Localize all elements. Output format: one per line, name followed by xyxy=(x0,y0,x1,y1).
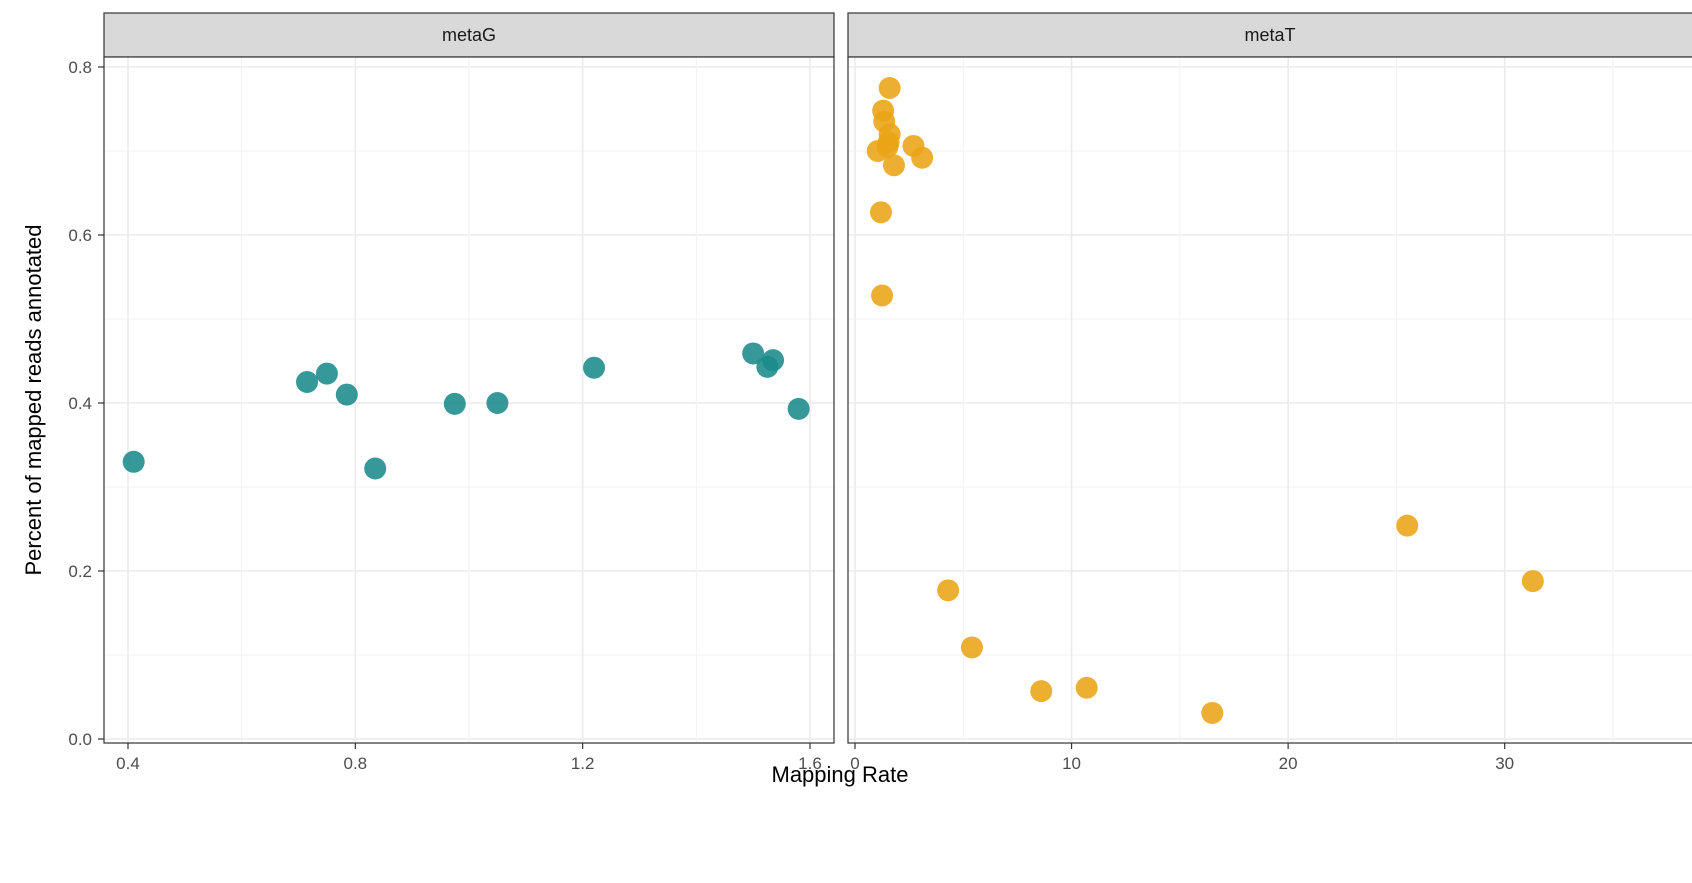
strip-metaG xyxy=(103,12,835,58)
scatter-point xyxy=(1075,676,1098,699)
scatter-point xyxy=(866,140,889,162)
scatter-point xyxy=(937,579,960,602)
y-tick-label: 0.6 xyxy=(68,226,92,245)
strip-label-metaG: metaG xyxy=(442,25,496,45)
strip-label-metaT: metaT xyxy=(1244,25,1295,45)
y-tick-label: 0.0 xyxy=(68,730,92,749)
y-tick-label: 0.4 xyxy=(68,394,92,413)
gridlines-metaG xyxy=(104,57,834,743)
scatter-point xyxy=(762,349,785,372)
x-axis-metaT: 0 10 20 30 xyxy=(850,743,1514,773)
x-tick-label: 0 xyxy=(850,754,859,773)
scatter-point xyxy=(443,392,466,415)
scatter-point xyxy=(315,362,338,385)
scatter-point xyxy=(871,284,894,307)
scatter-point xyxy=(1396,514,1419,537)
x-tick-label: 0.8 xyxy=(344,754,368,773)
panel-metaT: metaT xyxy=(847,12,1692,744)
x-axis-title: Mapping Rate xyxy=(772,762,909,787)
x-tick-label: 1.2 xyxy=(571,754,595,773)
x-tick-label: 20 xyxy=(1279,754,1298,773)
scatter-point xyxy=(296,371,319,393)
y-tick-label: 0.8 xyxy=(68,58,92,77)
panel-border-metaT xyxy=(847,56,1692,744)
y-tick-label: 0.2 xyxy=(68,562,92,581)
y-axis: 0.0 0.2 0.4 0.6 0.8 xyxy=(68,58,104,749)
points-metaG xyxy=(122,342,810,480)
scatter-point xyxy=(1521,570,1544,593)
x-tick-label: 30 xyxy=(1495,754,1514,773)
scatter-point xyxy=(742,342,765,365)
scatter-point xyxy=(878,77,901,99)
points-metaT xyxy=(866,77,1544,724)
x-tick-label: 10 xyxy=(1062,754,1081,773)
panel-background xyxy=(848,57,1692,743)
scatter-point xyxy=(486,392,509,414)
scatter-point xyxy=(364,457,387,480)
scatter-point xyxy=(869,201,892,224)
scatter-point xyxy=(122,450,145,473)
scatter-point xyxy=(787,397,810,420)
x-axis-metaG: 0.4 0.8 1.2 1.6 xyxy=(116,743,822,773)
scatter-point xyxy=(911,146,934,169)
strip-metaT xyxy=(847,12,1692,58)
gridlines-metaT xyxy=(848,57,1692,743)
scatter-point xyxy=(1201,701,1224,724)
x-tick-label: 0.4 xyxy=(116,754,140,773)
scatter-point xyxy=(882,154,905,177)
x-tick-label: 1.6 xyxy=(798,754,822,773)
scatter-point xyxy=(583,356,606,379)
scatter-point xyxy=(1030,680,1053,703)
y-axis-title: Percent of mapped reads annotated xyxy=(21,224,46,575)
panel-metaG: metaG xyxy=(103,12,835,744)
panel-border-metaG xyxy=(103,56,835,744)
scatter-point xyxy=(960,636,983,659)
scatter-point xyxy=(335,383,358,406)
